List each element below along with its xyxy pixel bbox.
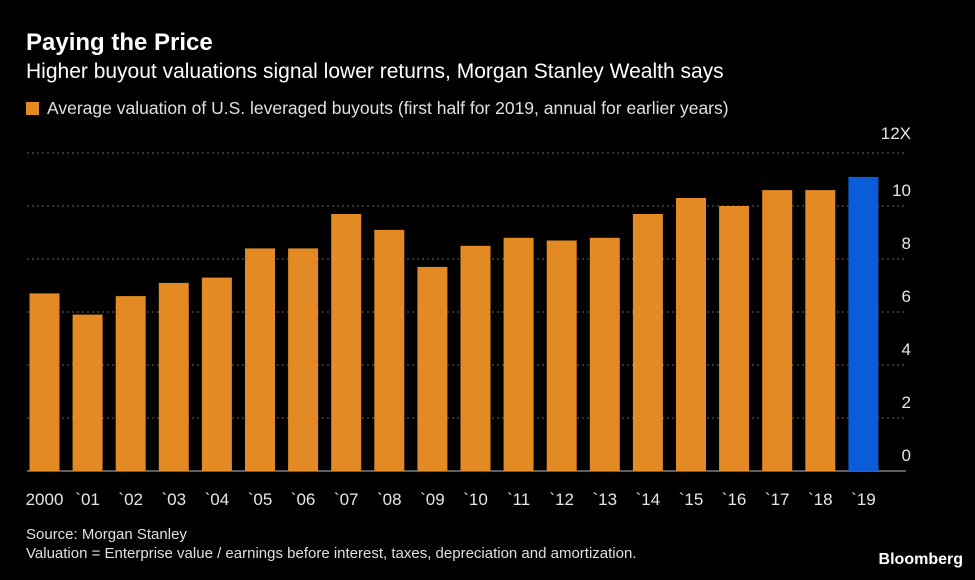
bar-01 <box>72 314 103 471</box>
source-text: Source: Morgan Stanley <box>26 526 187 543</box>
x-tick-label: `16 <box>722 490 747 509</box>
x-tick-label: `12 <box>549 490 574 509</box>
bar-04 <box>201 277 232 471</box>
chart-title: Paying the Price <box>26 29 213 56</box>
bar-08 <box>374 229 405 471</box>
legend: Average valuation of U.S. leveraged buyo… <box>26 98 729 119</box>
chart-subtitle: Higher buyout valuations signal lower re… <box>26 60 724 83</box>
bar-17 <box>762 190 793 471</box>
x-tick-label: `09 <box>420 490 445 509</box>
x-tick-label: `04 <box>205 490 230 509</box>
x-tick-label: `06 <box>291 490 316 509</box>
x-tick-label: `13 <box>593 490 618 509</box>
y-tick-label: 2 <box>902 393 911 412</box>
y-tick-label: 12X <box>881 124 911 143</box>
bar-18 <box>805 190 836 471</box>
legend-swatch <box>26 102 39 115</box>
bloomberg-logo: Bloomberg <box>878 551 963 568</box>
x-tick-label: `03 <box>162 490 187 509</box>
bar-03 <box>158 282 189 471</box>
bar-16 <box>719 206 750 471</box>
x-tick-label: `15 <box>679 490 704 509</box>
note-text: Valuation = Enterprise value / earnings … <box>26 545 637 562</box>
bar-14 <box>632 214 663 471</box>
bar-06 <box>288 248 319 471</box>
bar-09 <box>417 266 448 471</box>
y-tick-label: 0 <box>902 446 911 465</box>
bar-07 <box>331 214 362 471</box>
bar-05 <box>245 248 275 471</box>
x-tick-label: 2000 <box>26 490 64 509</box>
bar-02 <box>115 296 146 471</box>
bar-15 <box>676 198 706 471</box>
bar-2000 <box>29 293 60 471</box>
x-tick-label: `11 <box>507 490 530 509</box>
y-tick-label: 8 <box>902 234 911 253</box>
x-tick-label: `17 <box>765 490 790 509</box>
x-tick-label: `10 <box>463 490 488 509</box>
bar-12 <box>546 240 577 471</box>
x-tick-label: `07 <box>334 490 359 509</box>
x-tick-label: `05 <box>248 490 273 509</box>
x-tick-label: `02 <box>118 490 143 509</box>
x-tick-label: `08 <box>377 490 402 509</box>
x-tick-label: `19 <box>851 490 876 509</box>
y-tick-label: 10 <box>892 181 911 200</box>
x-tick-label: `14 <box>636 490 661 509</box>
bar-11 <box>503 237 534 471</box>
bar-10 <box>460 245 491 472</box>
legend-label: Average valuation of U.S. leveraged buyo… <box>47 98 729 118</box>
x-tick-label: `18 <box>808 490 833 509</box>
bar-13 <box>589 237 620 471</box>
y-tick-label: 4 <box>902 340 911 359</box>
bar-19 <box>848 176 879 471</box>
x-tick-label: `01 <box>75 490 100 509</box>
y-tick-label: 6 <box>902 287 911 306</box>
